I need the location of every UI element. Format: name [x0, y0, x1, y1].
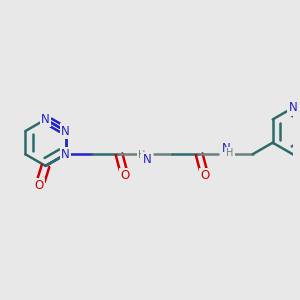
Text: N: N	[142, 153, 152, 166]
Text: O: O	[120, 169, 129, 182]
Text: N: N	[41, 113, 50, 126]
Text: O: O	[35, 179, 44, 192]
Text: N: N	[288, 101, 297, 114]
Text: N: N	[61, 148, 70, 161]
Text: H: H	[138, 151, 146, 160]
Text: N: N	[61, 124, 70, 138]
Text: N: N	[221, 142, 230, 155]
Text: H: H	[226, 148, 234, 158]
Text: O: O	[200, 169, 209, 182]
